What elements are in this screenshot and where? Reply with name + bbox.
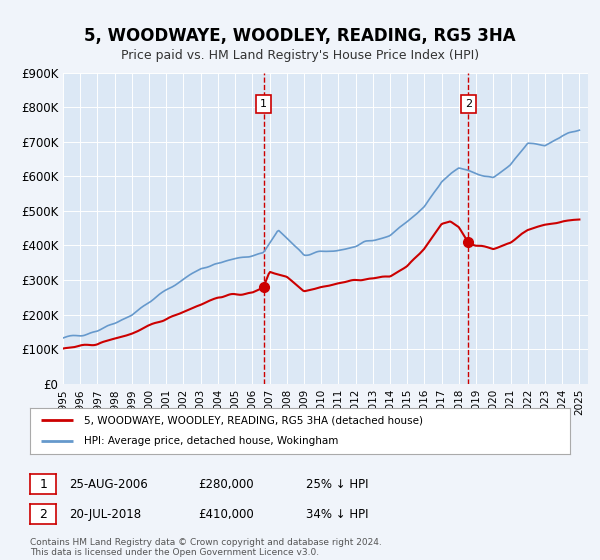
- Text: 2: 2: [39, 507, 47, 521]
- Text: 1: 1: [260, 99, 267, 109]
- Text: HPI: Average price, detached house, Wokingham: HPI: Average price, detached house, Woki…: [84, 436, 338, 446]
- Text: 25% ↓ HPI: 25% ↓ HPI: [306, 478, 368, 491]
- Text: Price paid vs. HM Land Registry's House Price Index (HPI): Price paid vs. HM Land Registry's House …: [121, 49, 479, 63]
- Text: 25-AUG-2006: 25-AUG-2006: [69, 478, 148, 491]
- Text: Contains HM Land Registry data © Crown copyright and database right 2024.
This d: Contains HM Land Registry data © Crown c…: [30, 538, 382, 557]
- Text: 1: 1: [39, 478, 47, 491]
- Text: 2: 2: [465, 99, 472, 109]
- Text: 5, WOODWAYE, WOODLEY, READING, RG5 3HA (detached house): 5, WOODWAYE, WOODLEY, READING, RG5 3HA (…: [84, 415, 423, 425]
- Text: 5, WOODWAYE, WOODLEY, READING, RG5 3HA: 5, WOODWAYE, WOODLEY, READING, RG5 3HA: [84, 27, 516, 45]
- Text: 34% ↓ HPI: 34% ↓ HPI: [306, 507, 368, 521]
- Text: £410,000: £410,000: [198, 507, 254, 521]
- Text: 20-JUL-2018: 20-JUL-2018: [69, 507, 141, 521]
- Text: £280,000: £280,000: [198, 478, 254, 491]
